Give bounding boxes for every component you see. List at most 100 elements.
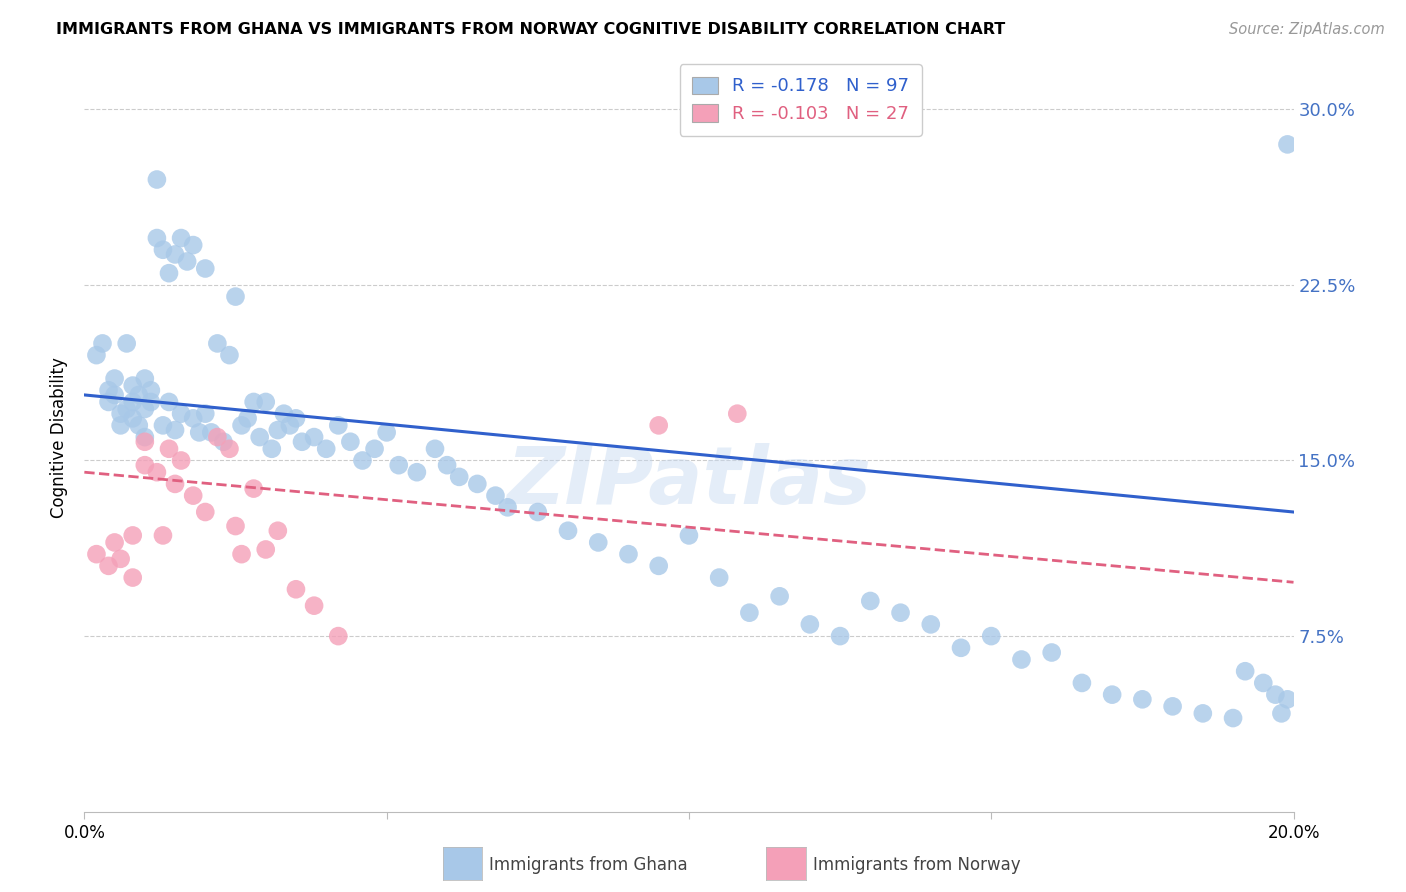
- Point: [375, 425, 398, 440]
- Point: [328, 418, 350, 433]
- Point: [157, 442, 180, 456]
- Point: [134, 434, 156, 449]
- Point: [527, 505, 550, 519]
- Point: [648, 558, 671, 573]
- Point: [267, 423, 290, 437]
- Point: [134, 401, 156, 416]
- Point: [110, 418, 132, 433]
- Point: [121, 395, 143, 409]
- Point: [115, 401, 138, 416]
- Point: [236, 411, 259, 425]
- Point: [91, 336, 114, 351]
- Point: [242, 395, 264, 409]
- Point: [738, 606, 761, 620]
- Point: [278, 418, 301, 433]
- Point: [254, 542, 277, 557]
- Point: [139, 384, 162, 398]
- Point: [557, 524, 579, 538]
- Point: [146, 231, 169, 245]
- Point: [170, 453, 193, 467]
- Text: Immigrants from Norway: Immigrants from Norway: [813, 856, 1021, 874]
- Point: [194, 505, 217, 519]
- Point: [617, 547, 640, 561]
- Point: [97, 558, 120, 573]
- Point: [121, 571, 143, 585]
- Point: [980, 629, 1002, 643]
- Point: [242, 482, 264, 496]
- Point: [146, 465, 169, 479]
- Point: [352, 453, 374, 467]
- Point: [1222, 711, 1244, 725]
- Point: [709, 571, 731, 585]
- Point: [86, 348, 108, 362]
- Point: [302, 430, 325, 444]
- Point: [1130, 692, 1153, 706]
- Point: [121, 378, 143, 392]
- Point: [678, 528, 700, 542]
- Point: [110, 551, 132, 566]
- Point: [302, 599, 325, 613]
- Point: [97, 395, 120, 409]
- Point: [830, 629, 852, 643]
- Point: [920, 617, 942, 632]
- Point: [449, 470, 471, 484]
- Point: [225, 289, 247, 303]
- Point: [254, 395, 277, 409]
- Point: [648, 418, 671, 433]
- Point: [212, 434, 235, 449]
- Text: ZIPatlas: ZIPatlas: [506, 443, 872, 521]
- Point: [157, 266, 180, 280]
- Point: [194, 261, 217, 276]
- Point: [157, 395, 180, 409]
- Point: [1071, 676, 1094, 690]
- Point: [1040, 646, 1063, 660]
- Point: [588, 535, 610, 549]
- Point: [134, 458, 156, 473]
- Point: [496, 500, 519, 515]
- Point: [291, 434, 314, 449]
- Point: [285, 582, 308, 597]
- Point: [1277, 692, 1299, 706]
- Point: [207, 430, 229, 444]
- Point: [134, 371, 156, 385]
- Y-axis label: Cognitive Disability: Cognitive Disability: [51, 357, 69, 517]
- Point: [273, 407, 295, 421]
- Point: [121, 411, 143, 425]
- Point: [176, 254, 198, 268]
- Point: [1011, 652, 1033, 666]
- Point: [110, 407, 132, 421]
- Point: [260, 442, 283, 456]
- Point: [231, 418, 253, 433]
- Point: [104, 371, 127, 385]
- Point: [1161, 699, 1184, 714]
- Point: [152, 528, 174, 542]
- Point: [86, 547, 108, 561]
- Point: [328, 629, 350, 643]
- Point: [115, 336, 138, 351]
- Point: [200, 425, 222, 440]
- Point: [225, 519, 247, 533]
- Point: [725, 407, 748, 421]
- Point: [769, 590, 792, 604]
- Point: [181, 489, 204, 503]
- Point: [104, 388, 127, 402]
- Point: [194, 407, 217, 421]
- Point: [134, 430, 156, 444]
- Point: [128, 388, 150, 402]
- Point: [181, 411, 204, 425]
- Text: Immigrants from Ghana: Immigrants from Ghana: [489, 856, 688, 874]
- Point: [406, 465, 429, 479]
- Point: [436, 458, 458, 473]
- Point: [218, 442, 240, 456]
- Point: [165, 476, 187, 491]
- Text: IMMIGRANTS FROM GHANA VS IMMIGRANTS FROM NORWAY COGNITIVE DISABILITY CORRELATION: IMMIGRANTS FROM GHANA VS IMMIGRANTS FROM…: [56, 22, 1005, 37]
- Point: [1270, 706, 1292, 721]
- Text: Source: ZipAtlas.com: Source: ZipAtlas.com: [1229, 22, 1385, 37]
- Point: [231, 547, 253, 561]
- Point: [339, 434, 361, 449]
- Point: [249, 430, 271, 444]
- Point: [859, 594, 882, 608]
- Point: [152, 418, 174, 433]
- Legend: R = -0.178   N = 97, R = -0.103   N = 27: R = -0.178 N = 97, R = -0.103 N = 27: [679, 64, 922, 136]
- Point: [467, 476, 489, 491]
